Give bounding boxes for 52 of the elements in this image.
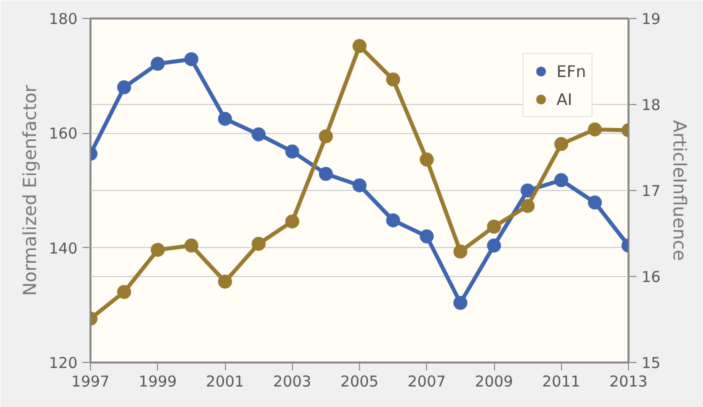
point [252, 127, 266, 142]
point [453, 244, 468, 259]
point [420, 229, 434, 244]
y2-tick-label: 19 [642, 10, 661, 28]
point [218, 112, 232, 126]
y2-tick-label: 18 [642, 96, 661, 114]
y-axis-title: Normalized Eigenfactor [20, 84, 41, 296]
x-tick-label: 2003 [273, 372, 312, 390]
x-tick-label: 2011 [542, 372, 580, 390]
point [150, 56, 165, 71]
y2-tick-label: 15 [642, 354, 661, 372]
point [352, 178, 366, 192]
legend-label: EFn [556, 62, 586, 80]
x-tick-label: 2001 [206, 372, 244, 390]
x-tick-label: 2005 [340, 372, 379, 390]
x-tick-label: 1997 [71, 372, 110, 390]
x-tick-label: 2009 [474, 372, 514, 390]
point [420, 152, 434, 167]
point [285, 144, 300, 158]
legend-label: AI [556, 90, 574, 108]
point [588, 196, 602, 210]
point [117, 80, 132, 94]
x-tick-label: 1999 [138, 372, 177, 390]
point [386, 213, 400, 228]
y2-axis-title: ArticleInfluence [668, 120, 690, 261]
point [352, 39, 366, 54]
y-tick-label: 140 [48, 239, 78, 258]
y-tick-label: 160 [48, 124, 78, 143]
point [520, 184, 535, 198]
point [453, 296, 468, 310]
point [150, 242, 165, 257]
x-tick-label: 2007 [408, 372, 446, 390]
point [117, 284, 132, 299]
y2-tick-label: 17 [642, 182, 661, 200]
x-tick-label: 2013 [609, 372, 648, 390]
point [184, 238, 198, 253]
point [184, 52, 198, 66]
point [318, 166, 333, 181]
point [520, 198, 535, 213]
point [554, 137, 568, 152]
point [487, 238, 501, 253]
point [218, 274, 232, 289]
point [252, 236, 266, 251]
point [285, 214, 300, 228]
point [318, 129, 333, 144]
y-tick-label: 180 [48, 10, 78, 28]
y-tick-label: 120 [48, 354, 78, 372]
point [386, 72, 400, 87]
point [554, 173, 568, 188]
y2-tick-label: 16 [642, 268, 661, 286]
point [487, 220, 501, 234]
point [588, 122, 602, 136]
